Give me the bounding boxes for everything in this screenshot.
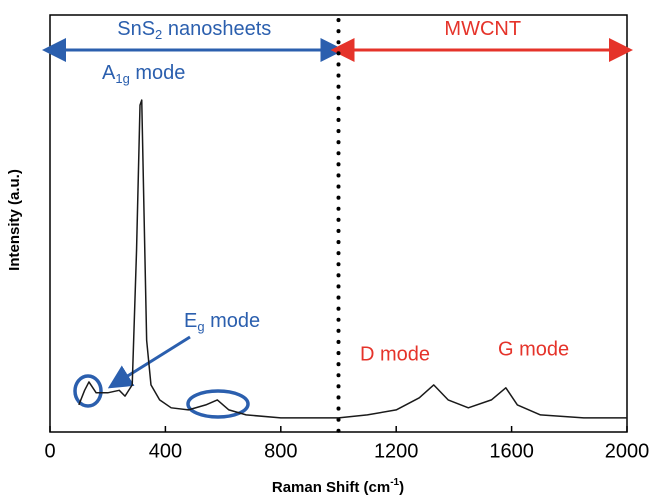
highlight-circle <box>73 374 103 408</box>
y-axis-label: Intensity (a.u.) <box>6 169 23 271</box>
label-part: SnS <box>117 18 155 40</box>
label-part: MWCNT <box>444 18 521 40</box>
x-tick-label: 2000 <box>605 440 650 462</box>
pointer-arrow <box>107 335 191 389</box>
x-tick-label: 1600 <box>489 440 534 462</box>
x-tick-label: 800 <box>264 440 297 462</box>
annotation: G mode <box>498 338 569 360</box>
x-tick-label: 400 <box>149 440 182 462</box>
x-axis-label: Raman Shift (cm-1) <box>272 477 404 496</box>
label-part: nanosheets <box>162 18 271 40</box>
region-label: MWCNT <box>444 18 521 40</box>
x-tick-label: 1200 <box>374 440 419 462</box>
x-tick-label: 0 <box>44 440 55 462</box>
annotation: D mode <box>360 343 430 365</box>
annotation: Eg mode <box>184 310 260 334</box>
region-label: SnS2 nanosheets <box>117 18 271 42</box>
label-part: 2 <box>155 27 162 42</box>
spectrum-line <box>78 99 627 419</box>
annotation: A1g mode <box>102 62 185 86</box>
highlight-circle <box>186 389 250 419</box>
